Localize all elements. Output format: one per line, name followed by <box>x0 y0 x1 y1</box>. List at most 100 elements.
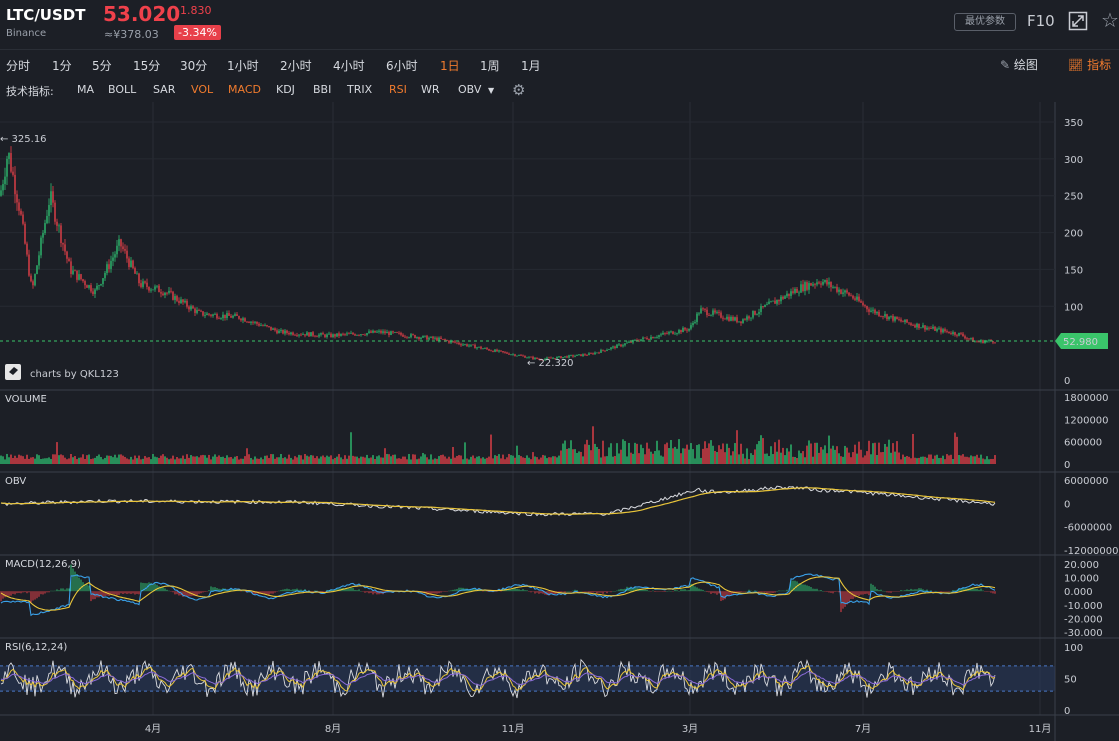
indicator-ma[interactable]: MA <box>77 83 95 96</box>
indicator-trix[interactable]: TRIX <box>347 83 373 96</box>
macd-hist-2 <box>4 591 6 598</box>
macd-hist-80 <box>160 587 162 592</box>
best-params-button[interactable]: 最优参数 <box>954 13 1016 31</box>
macd-hist-405 <box>810 586 812 592</box>
volume-bar-233 <box>466 458 468 464</box>
price-tick-label: 200 <box>1064 229 1083 240</box>
macd-hist-28 <box>56 589 58 592</box>
period-4[interactable]: 30分 <box>180 59 208 73</box>
indicator-macd[interactable]: MACD <box>228 83 261 96</box>
volume-bar-237 <box>474 458 476 464</box>
candle-433 <box>866 306 868 310</box>
chart-area[interactable]: 350 300 250 200 150 100 0 ← 325.16 ← 22.320 52.98… <box>0 102 1119 741</box>
expand-icon[interactable] <box>1068 11 1088 31</box>
period-8[interactable]: 6小时 <box>386 59 418 73</box>
indicator-sar[interactable]: SAR <box>153 83 176 96</box>
volume-bar-450 <box>900 459 902 464</box>
volume-bar-354 <box>708 443 710 464</box>
macd-hist-172 <box>344 588 346 592</box>
volume-bar-79 <box>158 457 160 464</box>
indicator-wr[interactable]: WR <box>421 83 440 96</box>
candle-318 <box>636 339 638 341</box>
f10-button[interactable]: F10 <box>1027 12 1055 30</box>
indicator-boll[interactable]: BOLL <box>108 83 137 96</box>
candle-265 <box>530 356 532 358</box>
volume-bar-222 <box>444 456 446 464</box>
candle-49 <box>98 285 100 286</box>
macd-hist-393 <box>786 589 788 592</box>
period-11[interactable]: 1月 <box>521 59 541 73</box>
candle-252 <box>504 352 506 353</box>
volume-bar-132 <box>264 455 266 464</box>
volume-bar-61 <box>122 455 124 464</box>
candle-190 <box>380 330 382 333</box>
volume-bar-85 <box>170 458 172 464</box>
candle-63 <box>126 250 128 259</box>
volume-bar-101 <box>202 454 204 464</box>
period-2[interactable]: 5分 <box>92 59 112 73</box>
macd-hist-155 <box>310 591 312 592</box>
period-0[interactable]: 分时 <box>6 59 31 73</box>
indicator-bbi[interactable]: BBI <box>313 83 332 96</box>
volume-bar-128 <box>256 458 258 464</box>
period-3[interactable]: 15分 <box>133 59 161 73</box>
volume-bar-459 <box>918 457 920 464</box>
candle-2 <box>4 176 6 185</box>
macd-hist-162 <box>324 591 326 592</box>
period-10[interactable]: 1周 <box>480 59 500 73</box>
volume-bar-393 <box>786 448 788 464</box>
indicator-obv[interactable]: OBV <box>458 83 482 96</box>
candle-267 <box>534 357 536 360</box>
macd-hist-159 <box>318 591 320 592</box>
indicator-vol[interactable]: VOL <box>191 83 214 96</box>
volume-bar-478 <box>956 436 958 464</box>
candle-138 <box>276 330 278 334</box>
candle-372 <box>744 319 746 321</box>
candle-305 <box>610 347 612 350</box>
candle-159 <box>318 334 320 337</box>
period-9[interactable]: 1日 <box>440 59 460 73</box>
star-icon[interactable]: ☆ <box>1101 8 1119 32</box>
period-1[interactable]: 1分 <box>52 59 72 73</box>
volume-bar-224 <box>448 456 450 464</box>
candle-245 <box>490 350 492 352</box>
candle-392 <box>784 296 786 299</box>
volume-bar-238 <box>476 456 478 464</box>
indicator-rsi[interactable]: RSI <box>389 83 407 96</box>
volume-bar-468 <box>936 454 938 464</box>
period-5[interactable]: 1小时 <box>227 59 259 73</box>
volume-bar-476 <box>952 459 954 464</box>
price-change: -1.830 <box>176 4 212 17</box>
volume-bar-368 <box>736 430 738 464</box>
candle-440 <box>880 315 882 317</box>
volume-bar-92 <box>184 458 186 464</box>
last-price-tag-label: 52.980 <box>1063 337 1098 348</box>
rsi12-line <box>0 665 996 692</box>
candle-473 <box>946 331 948 332</box>
period-7[interactable]: 4小时 <box>333 59 365 73</box>
macd-hist-107 <box>214 587 216 592</box>
macd-hist-180 <box>360 591 362 592</box>
period-6[interactable]: 2小时 <box>280 59 312 73</box>
candle-221 <box>442 338 444 340</box>
cny-price: ≈¥378.03 <box>104 28 159 41</box>
candle-19 <box>38 255 40 266</box>
candle-18 <box>36 265 38 275</box>
volume-bar-328 <box>656 440 658 464</box>
volume-bar-492 <box>984 459 986 464</box>
indicator-kdj[interactable]: KDJ <box>276 83 295 96</box>
gear-icon[interactable]: ⚙ <box>512 81 526 99</box>
candle-484 <box>968 338 970 340</box>
candle-403 <box>806 282 808 290</box>
chevron-down-icon[interactable]: ▼ <box>488 86 495 95</box>
volume-bar-487 <box>974 456 976 464</box>
candle-303 <box>606 349 608 351</box>
draw-button[interactable]: ✎ 绘图 <box>1000 56 1038 73</box>
macd-hist-441 <box>882 590 884 592</box>
indicator-button[interactable]: 📈︎ 指标 <box>1068 56 1111 73</box>
macd-hist-435 <box>870 583 872 592</box>
volume-bar-232 <box>464 442 466 464</box>
candle-443 <box>886 314 888 320</box>
candle-359 <box>718 312 720 313</box>
candle-331 <box>662 332 664 335</box>
